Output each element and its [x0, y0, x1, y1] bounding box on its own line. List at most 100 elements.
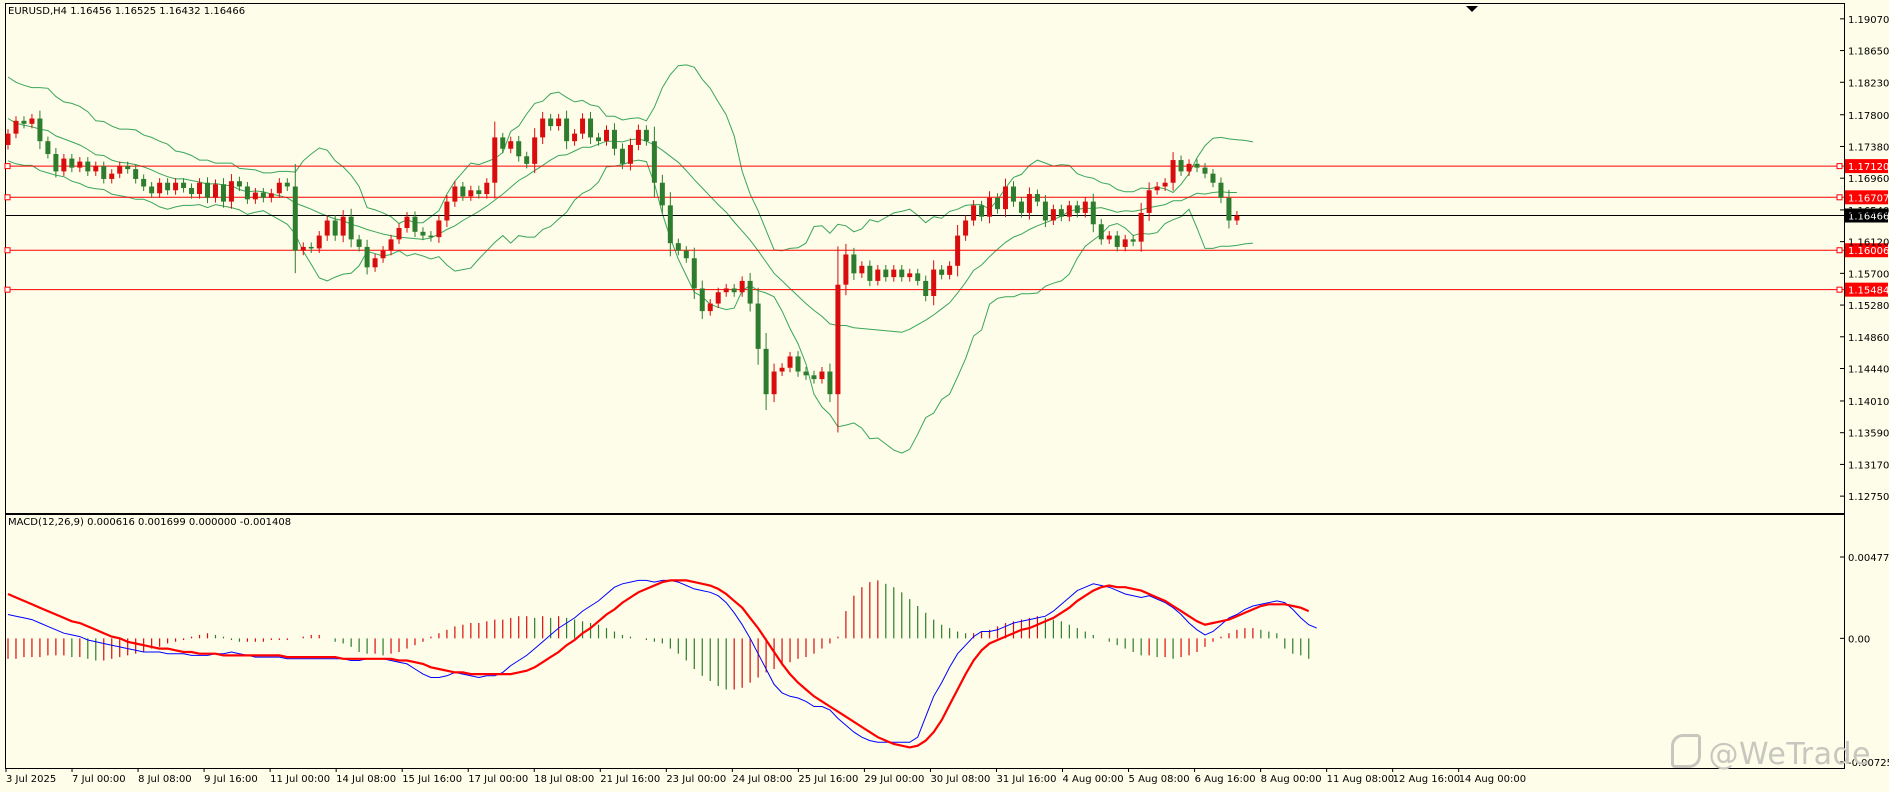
- time-tick-label: 11 Jul 00:00: [270, 774, 330, 785]
- candle-body: [731, 288, 737, 293]
- candle-body: [149, 186, 155, 194]
- candle-body: [37, 118, 43, 142]
- candle-body: [468, 190, 474, 197]
- time-tick-label: 18 Jul 08:00: [534, 774, 594, 785]
- candle-body: [1202, 167, 1208, 174]
- level-anchor[interactable]: [1836, 163, 1843, 170]
- candle-body: [1194, 163, 1200, 168]
- level-anchor[interactable]: [4, 194, 11, 201]
- level-price-tag: [1845, 243, 1888, 258]
- candle-body: [29, 118, 35, 124]
- bollinger-bands: [7, 64, 1253, 454]
- price-tick-label: 1.18650: [1848, 47, 1889, 58]
- candle-body: [101, 166, 107, 179]
- candle-body: [995, 197, 1001, 210]
- candle-body: [460, 186, 466, 197]
- bb-lower-line: [7, 159, 1253, 454]
- candle-body: [564, 118, 570, 142]
- candle-body: [691, 258, 697, 289]
- macd-indicator-pane[interactable]: [5, 514, 1845, 769]
- candle-body: [205, 182, 210, 198]
- price-tick-label: 1.17380: [1848, 142, 1889, 153]
- candle-body: [963, 220, 969, 236]
- candle-body: [157, 182, 163, 194]
- candle-body: [85, 161, 91, 172]
- candle-body: [1138, 212, 1144, 242]
- time-tick-label: 4 Aug 00:00: [1063, 774, 1124, 785]
- candle-body: [133, 169, 139, 179]
- candle-body: [260, 192, 266, 198]
- candle-body: [1226, 197, 1232, 221]
- candle-body: [428, 235, 434, 238]
- current-price-label: 1.16466: [1848, 211, 1889, 222]
- level-price-label: 1.16707: [1848, 193, 1889, 204]
- candle-body: [524, 156, 530, 164]
- candle-body: [252, 192, 258, 200]
- candle-body: [907, 273, 913, 278]
- time-tick-label: 24 Jul 08:00: [732, 774, 792, 785]
- candle-body: [372, 258, 378, 268]
- time-tick-label: 8 Jul 08:00: [138, 774, 192, 785]
- candle-body: [1122, 239, 1128, 247]
- macd-plot: [7, 579, 1317, 749]
- candle-body: [1186, 163, 1192, 172]
- candle-body: [931, 269, 937, 297]
- candle-body: [492, 137, 498, 183]
- candle-body: [1058, 209, 1064, 217]
- level-anchor[interactable]: [1836, 194, 1843, 201]
- candle-body: [21, 120, 27, 124]
- macd-line: [7, 579, 1317, 743]
- candle-body: [779, 367, 785, 372]
- candle-body: [955, 235, 961, 266]
- candle-body: [388, 239, 394, 251]
- candle-body: [268, 193, 274, 198]
- candle-body: [707, 303, 713, 312]
- candle-body: [683, 250, 689, 259]
- candle-body: [165, 182, 171, 191]
- candle-body: [1034, 194, 1040, 202]
- time-tick-label: 3 Jul 2025: [6, 774, 56, 785]
- candle-body: [891, 269, 897, 278]
- candle-body: [1210, 173, 1216, 183]
- time-tick-label: 31 Jul 16:00: [996, 774, 1056, 785]
- price-tick-label: 1.16120: [1848, 238, 1889, 249]
- level-anchor[interactable]: [1836, 286, 1843, 293]
- candle-body: [1162, 182, 1168, 187]
- candle-body: [819, 371, 825, 380]
- shift-marker-icon[interactable]: [1466, 6, 1478, 12]
- wetrade-logo-icon: [1670, 734, 1701, 768]
- candle-body: [1130, 239, 1136, 242]
- candle-body: [1146, 190, 1152, 213]
- candle-body: [540, 118, 546, 138]
- candle-body: [1170, 160, 1176, 183]
- level-anchor[interactable]: [1836, 247, 1843, 254]
- candle-body: [580, 118, 586, 134]
- level-price-label: 1.17120: [1848, 162, 1889, 173]
- candle-body: [715, 292, 721, 304]
- level-anchor[interactable]: [4, 247, 11, 254]
- candle-body: [197, 182, 203, 195]
- level-anchor[interactable]: [4, 163, 11, 170]
- candle-body: [316, 235, 322, 249]
- price-tick-label: 1.14010: [1848, 397, 1889, 408]
- candle-body: [484, 182, 490, 195]
- candle-body: [404, 216, 410, 229]
- candle-body: [1082, 201, 1088, 213]
- candle-body: [236, 181, 242, 187]
- candle-body: [883, 269, 889, 278]
- candle-body: [53, 154, 59, 172]
- candle-body: [588, 118, 594, 138]
- candle-body: [771, 371, 777, 395]
- candle-body: [284, 182, 290, 187]
- price-chart-pane[interactable]: [5, 3, 1845, 514]
- candle-body: [548, 118, 554, 127]
- candle-body: [212, 184, 218, 198]
- time-tick-label: 11 Aug 08:00: [1327, 774, 1394, 785]
- candle-body: [1234, 215, 1240, 221]
- time-tick-label: 14 Jul 08:00: [336, 774, 396, 785]
- candle-body: [611, 129, 617, 149]
- candle-body: [356, 239, 362, 247]
- level-anchor[interactable]: [4, 286, 11, 293]
